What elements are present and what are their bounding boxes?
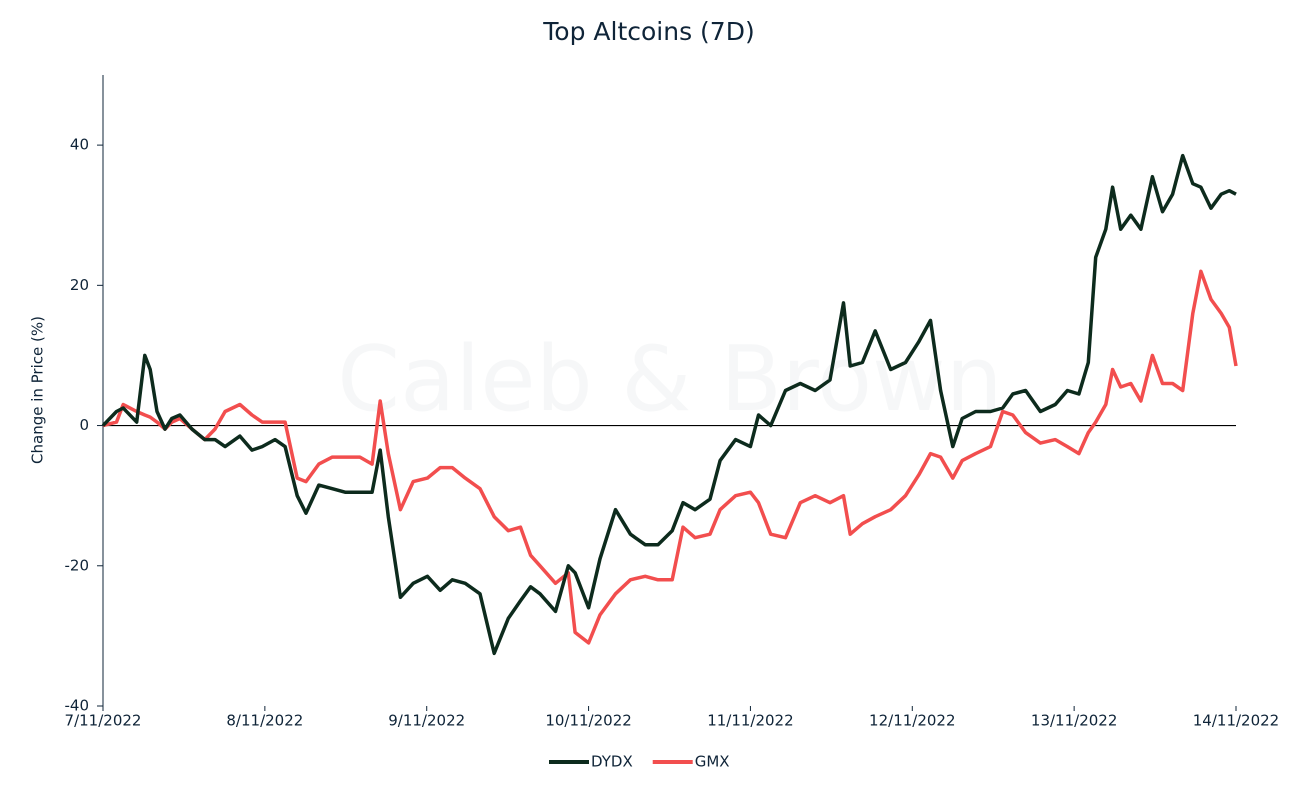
- legend-label: DYDX: [591, 753, 633, 771]
- y-tick-label: 20: [70, 276, 89, 294]
- x-tick-label: 10/11/2022: [545, 712, 631, 730]
- x-tick-label: 13/11/2022: [1031, 712, 1117, 730]
- y-tick-label: 40: [70, 136, 89, 154]
- chart-title: Top Altcoins (7D): [542, 17, 754, 46]
- y-tick-label: 0: [79, 416, 89, 434]
- y-axis-label: Change in Price (%): [29, 316, 47, 464]
- x-tick-label: 8/11/2022: [226, 712, 303, 730]
- y-tick-label: -40: [65, 697, 90, 715]
- y-tick-label: -20: [65, 556, 90, 574]
- series-line: [101, 153, 1237, 656]
- x-tick-label: 9/11/2022: [388, 712, 465, 730]
- x-tick-label: 11/11/2022: [707, 712, 793, 730]
- x-tick-label: 7/11/2022: [65, 712, 142, 730]
- watermark: Caleb & Brown: [337, 327, 1002, 432]
- x-tick-label: 12/11/2022: [869, 712, 955, 730]
- series-line: [102, 269, 1238, 645]
- legend-label: GMX: [695, 753, 730, 771]
- x-tick-label: 14/11/2022: [1193, 712, 1279, 730]
